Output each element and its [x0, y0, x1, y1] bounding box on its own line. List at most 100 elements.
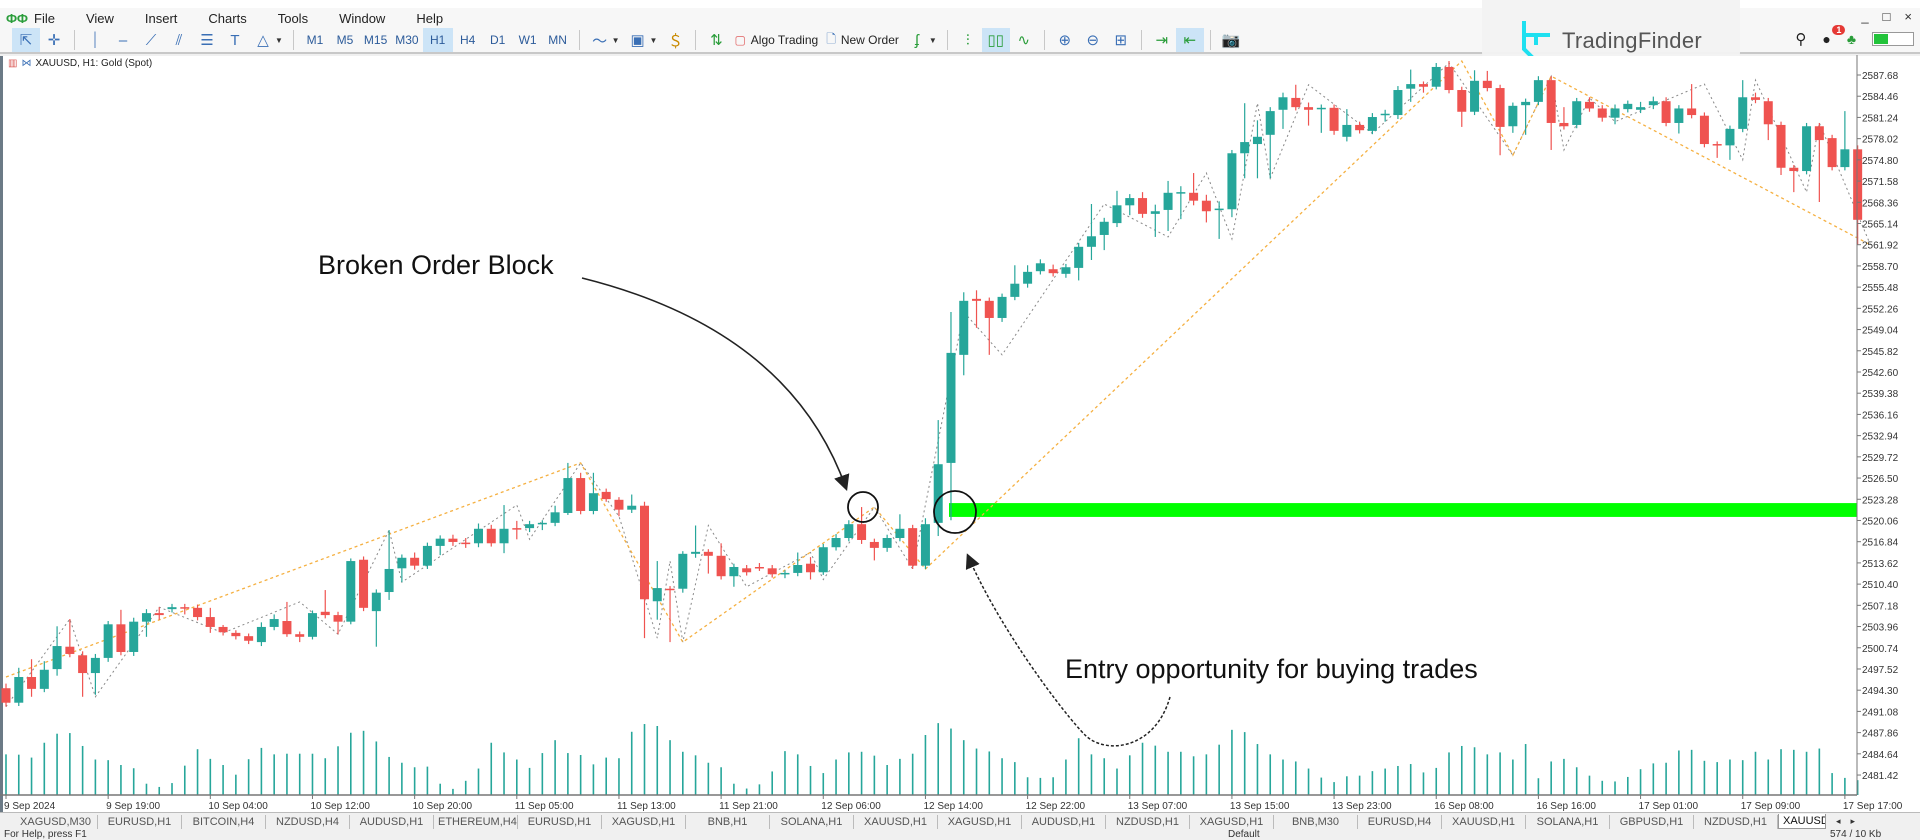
- symbol-text: XAUUSD, H1: Gold (Spot): [35, 57, 153, 69]
- menu-charts[interactable]: Charts: [208, 10, 247, 26]
- zoom-in-icon[interactable]: ⊕: [1058, 32, 1072, 49]
- chart-tab[interactable]: AUDUSD,H1: [1022, 814, 1106, 829]
- chart-tab-active[interactable]: XAUUSD,H1: [1778, 814, 1826, 829]
- candle-body: [793, 565, 803, 573]
- timeframe-m15[interactable]: M15: [363, 33, 388, 47]
- candle-body: [1329, 107, 1339, 131]
- candle: [1112, 190, 1122, 228]
- chevron-down-icon[interactable]: ▼: [275, 35, 283, 45]
- chart-tab[interactable]: BNB,H1: [686, 814, 770, 829]
- candle-body: [116, 624, 126, 652]
- chart-tab[interactable]: XAGUSD,H1: [602, 814, 686, 829]
- candle: [1367, 113, 1377, 135]
- candle-body: [1086, 236, 1096, 247]
- chart-tab[interactable]: NZDUSD,H1: [1106, 814, 1190, 829]
- chart-tab[interactable]: BNB,M30: [1274, 814, 1358, 829]
- candle-body: [1508, 105, 1518, 127]
- chart-tab[interactable]: XAGUSD,M30: [14, 814, 98, 829]
- trendline-icon[interactable]: ⟋: [145, 31, 157, 49]
- timeframe-h1[interactable]: H1: [422, 28, 453, 52]
- minimize-button[interactable]: _: [1861, 9, 1869, 24]
- candlestick-chart-icon[interactable]: ▯▯: [981, 28, 1010, 52]
- price-tick-label: 2523.28: [1862, 495, 1899, 506]
- chart-tab[interactable]: EURUSD,H4: [1358, 814, 1442, 829]
- candle: [818, 543, 828, 575]
- tab-scroll-left-icon[interactable]: ◂: [1836, 816, 1841, 826]
- timeframe-mn[interactable]: MN: [548, 33, 567, 47]
- chart-tab[interactable]: XAGUSD,H1: [938, 814, 1022, 829]
- chart-tab[interactable]: XAUUSD,H1: [1442, 814, 1526, 829]
- restore-button[interactable]: □: [1882, 9, 1891, 24]
- chart-window[interactable]: [0, 56, 1920, 812]
- shapes-icon[interactable]: △: [257, 32, 269, 49]
- chart-tab[interactable]: NZDUSD,H4: [266, 814, 350, 829]
- crosshair-icon[interactable]: ✛: [47, 32, 61, 49]
- timeframe-m5[interactable]: M5: [336, 33, 354, 47]
- chevron-down-icon[interactable]: ▼: [928, 35, 937, 45]
- timeframe-m30[interactable]: M30: [395, 33, 419, 47]
- chart-tab[interactable]: ETHEREUM,H4: [434, 814, 518, 829]
- horizontal-line-icon[interactable]: –: [118, 31, 128, 49]
- candle: [908, 524, 918, 569]
- fibonacci-icon[interactable]: ☰: [200, 32, 214, 49]
- candle-body: [640, 505, 649, 600]
- candle: [1316, 104, 1326, 133]
- menu-view[interactable]: View: [85, 10, 114, 26]
- candle-body: [27, 677, 37, 689]
- screenshot-icon[interactable]: 📷: [1221, 32, 1241, 49]
- close-button[interactable]: ×: [1904, 9, 1912, 24]
- candle: [1431, 63, 1441, 90]
- chart-tab[interactable]: NZDUSD,H1: [1694, 814, 1778, 829]
- price-chart[interactable]: 2587.68 2584.46 2581.24 2578.02 2574.80 2571.…: [0, 55, 1920, 812]
- menu-file[interactable]: File: [34, 10, 55, 26]
- chart-tab[interactable]: XAUUSD,H1: [854, 814, 938, 829]
- new-order-button[interactable]: 🗋 New Order: [822, 28, 903, 52]
- chart-tab[interactable]: EURUSD,H1: [98, 814, 182, 829]
- chart-tab[interactable]: SOLANA,H1: [1526, 814, 1610, 829]
- indicators-icon[interactable]: ʄ: [914, 31, 919, 49]
- template-icon[interactable]: ▣: [630, 32, 645, 49]
- menu-tools[interactable]: Tools: [277, 10, 309, 26]
- timeframe-m1[interactable]: M1: [306, 33, 324, 47]
- price-tick-label: 2558.70: [1862, 262, 1899, 273]
- candle-body: [1048, 269, 1058, 274]
- chevron-down-icon[interactable]: ▼: [611, 35, 620, 45]
- text-icon[interactable]: T: [230, 31, 240, 49]
- chart-tab[interactable]: SOLANA,H1: [770, 814, 854, 829]
- price-tick-label: 2513.62: [1862, 559, 1899, 570]
- signals-icon[interactable]: ♣: [1846, 31, 1856, 47]
- autoscroll-icon[interactable]: ⇥: [1155, 32, 1169, 49]
- search-icon[interactable]: ⚲: [1795, 31, 1807, 48]
- chart-tab[interactable]: XAGUSD,H1: [1190, 814, 1274, 829]
- candle: [997, 293, 1007, 322]
- price-tick-label: 2491.08: [1862, 707, 1899, 718]
- menu-help[interactable]: Help: [416, 10, 444, 26]
- tile-windows-icon[interactable]: ⊞: [1114, 32, 1128, 49]
- timeframe-w1[interactable]: W1: [518, 33, 537, 47]
- chart-tab[interactable]: AUDUSD,H1: [350, 814, 434, 829]
- dollar-icon[interactable]: ＄: [667, 32, 683, 50]
- line-chart-icon[interactable]: ∿: [1017, 32, 1031, 49]
- cursor-icon[interactable]: ⇱: [12, 28, 40, 52]
- chart-tab[interactable]: EURUSD,H1: [518, 814, 602, 829]
- timeframe-h4[interactable]: H4: [459, 33, 476, 47]
- algo-trading-button[interactable]: ▢ Algo Trading: [730, 28, 822, 52]
- vertical-line-icon[interactable]: ⏐: [90, 31, 100, 49]
- candle: [959, 292, 969, 376]
- tab-scroll-right-icon[interactable]: ▸: [1850, 816, 1856, 826]
- bar-chart-icon[interactable]: ⫶: [965, 31, 970, 49]
- zigzag-major-line: [5, 59, 1871, 678]
- timeframe-d1[interactable]: D1: [489, 33, 506, 47]
- chevron-down-icon[interactable]: ▼: [649, 35, 658, 45]
- notifications-icon[interactable]: ● 1: [1822, 25, 1846, 47]
- menu-insert[interactable]: Insert: [144, 10, 178, 26]
- one-click-trading-icon[interactable]: ⇅: [710, 32, 723, 49]
- chart-tab[interactable]: GBPUSD,H1: [1610, 814, 1694, 829]
- chart-shift-icon[interactable]: ⇤: [1175, 28, 1204, 52]
- channel-icon[interactable]: ⫽: [175, 31, 183, 49]
- chart-tab[interactable]: BITCOIN,H4: [182, 814, 266, 829]
- menu-window[interactable]: Window: [339, 10, 386, 26]
- zoom-out-icon[interactable]: ⊖: [1086, 32, 1100, 49]
- chart-type-icon[interactable]: 〜: [592, 32, 608, 50]
- time-tick-label: 13 Sep 23:00: [1332, 801, 1392, 812]
